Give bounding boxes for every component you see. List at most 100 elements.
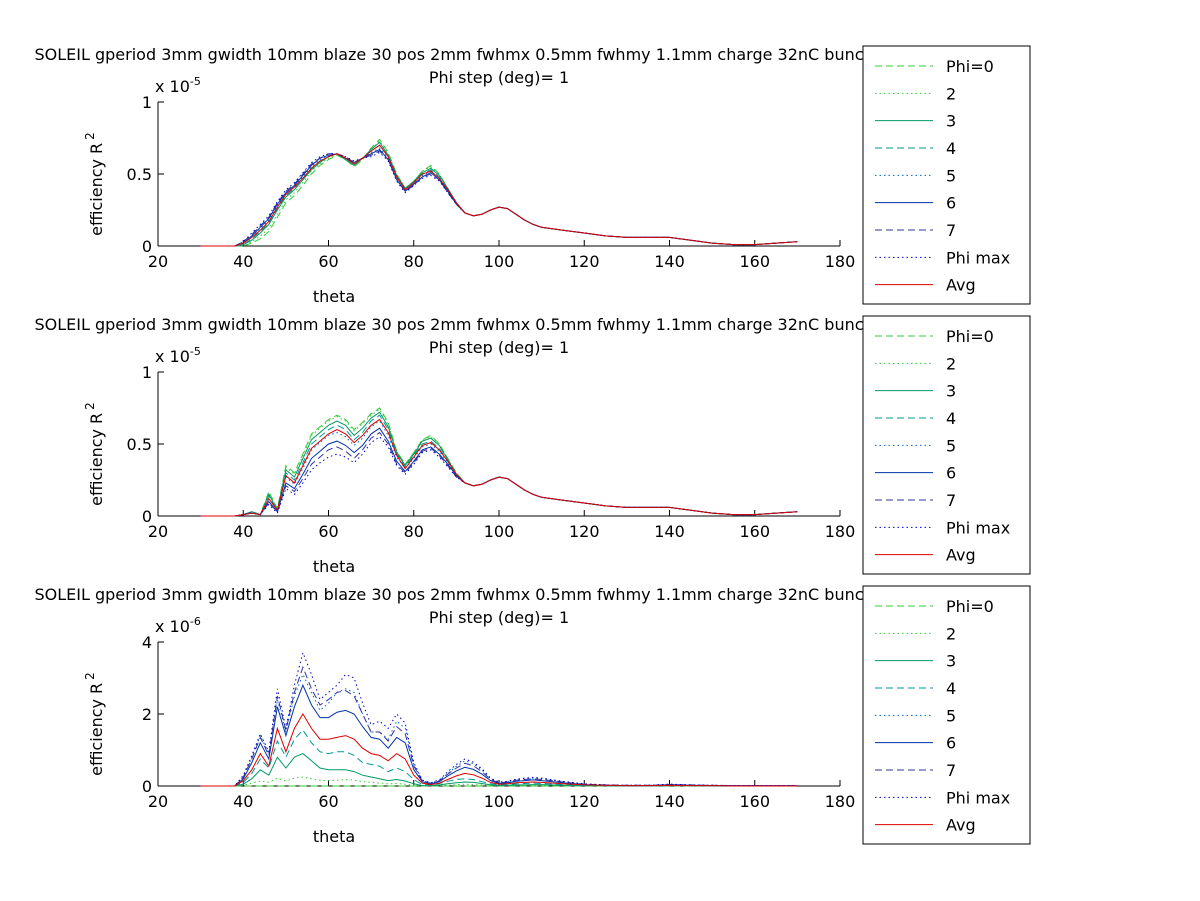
legend-label: 2 [946,354,956,373]
legend-label: Phi max [946,248,1010,267]
legend-label: 6 [946,734,956,753]
series-line-6 [200,427,798,517]
x-axis-label: theta [313,557,355,576]
series-line-8 [200,651,798,787]
x-tick-label: 20 [148,792,168,811]
x-tick-label: 80 [404,792,424,811]
chart-panel-3: SOLEIL gperiod 3mm gwidth 10mm blaze 30 … [34,585,1031,846]
x-tick-label: 120 [569,792,600,811]
x-tick-label: 140 [654,522,685,541]
chart-subtitle: Phi step (deg)= 1 [429,608,569,627]
axis-exponent: x 10-5 [155,345,201,366]
series-line-3 [200,411,798,517]
x-tick-label: 140 [654,252,685,271]
legend-label: 4 [946,409,956,428]
x-tick-label: 60 [318,522,338,541]
legend-label: 2 [946,84,956,103]
legend-label: Phi max [946,518,1010,537]
x-tick-label: 160 [739,522,770,541]
series-line-6 [200,683,798,787]
legend-label: 5 [946,166,956,185]
x-tick-label: 100 [484,522,515,541]
x-tick-label: 100 [484,252,515,271]
y-tick-label: 0 [142,507,152,526]
y-tick-label: 1 [142,93,152,112]
x-tick-label: 160 [739,792,770,811]
x-tick-label: 40 [233,792,253,811]
series-line-5 [200,673,798,787]
y-tick-label: 4 [142,633,152,652]
chart-panel-1: SOLEIL gperiod 3mm gwidth 10mm blaze 30 … [34,45,1031,306]
legend-label: 5 [946,436,956,455]
y-tick-label: 2 [142,705,152,724]
chart-title: SOLEIL gperiod 3mm gwidth 10mm blaze 30 … [34,45,963,64]
x-axis-label: theta [313,287,355,306]
legend-label: Phi=0 [946,57,994,76]
legend-label: Phi=0 [946,327,994,346]
y-axis-label: efficiency R2 [83,672,106,776]
x-tick-label: 80 [404,252,424,271]
y-tick-label: 0.5 [127,435,152,454]
x-tick-label: 180 [825,522,856,541]
series-line-5 [200,420,798,517]
series-line-1 [200,407,798,517]
legend: Phi=0 2 3 4 5 6 7 Phi max Avg [862,585,1031,845]
y-axis-label-sup: 2 [83,402,97,410]
axis-exponent-power: -5 [190,75,201,88]
legend-label: 3 [946,112,956,131]
series-line-9 [200,418,798,517]
x-tick-label: 40 [233,252,253,271]
series-line-5 [200,147,798,247]
y-axis-label: efficiency R2 [83,132,106,236]
series-line-9 [200,713,798,787]
legend-box [862,315,1031,575]
series-line-2 [200,776,798,787]
series-line-7 [200,665,798,787]
x-tick-label: 20 [148,252,168,271]
axis-exponent-power: -5 [190,345,201,358]
legend-label: 7 [946,221,956,240]
x-tick-label: 180 [825,792,856,811]
chart-subtitle: Phi step (deg)= 1 [429,68,569,87]
x-tick-label: 180 [825,252,856,271]
chart-subtitle: Phi step (deg)= 1 [429,338,569,357]
legend-label: 7 [946,491,956,510]
chart-panel-2: SOLEIL gperiod 3mm gwidth 10mm blaze 30 … [34,315,1031,576]
legend-label: 3 [946,382,956,401]
series-line-4 [200,729,798,787]
axis-exponent: x 10-5 [155,75,201,96]
legend-label: 7 [946,761,956,780]
chart-title: SOLEIL gperiod 3mm gwidth 10mm blaze 30 … [34,585,963,604]
x-tick-label: 20 [148,522,168,541]
y-axis-label: efficiency R2 [83,402,106,506]
y-tick-label: 0.5 [127,165,152,184]
x-tick-label: 100 [484,792,515,811]
series-line-1 [200,138,798,247]
series-line-2 [200,408,798,517]
axis-exponent: x 10-6 [155,615,201,636]
legend-label: Phi max [946,788,1010,807]
y-tick-label: 0 [142,237,152,256]
legend-label: 5 [946,706,956,725]
legend-label: 4 [946,679,956,698]
series-line-4 [200,144,798,247]
y-axis-label-sup: 2 [83,132,97,140]
series-line-7 [200,431,798,517]
series-line-3 [200,141,798,247]
legend-label: Avg [946,546,976,565]
legend: Phi=0 2 3 4 5 6 7 Phi max Avg [862,315,1031,575]
legend-label: 2 [946,624,956,643]
x-tick-label: 60 [318,252,338,271]
x-tick-label: 60 [318,792,338,811]
legend-box [862,585,1031,845]
legend-label: 3 [946,652,956,671]
y-tick-label: 0 [142,777,152,796]
y-tick-label: 1 [142,363,152,382]
series-line-6 [200,148,798,247]
x-tick-label: 140 [654,792,685,811]
legend-box [862,45,1031,305]
legend: Phi=0 2 3 4 5 6 7 Phi max Avg [862,45,1031,305]
x-tick-label: 120 [569,522,600,541]
y-axis-label-sup: 2 [83,672,97,680]
